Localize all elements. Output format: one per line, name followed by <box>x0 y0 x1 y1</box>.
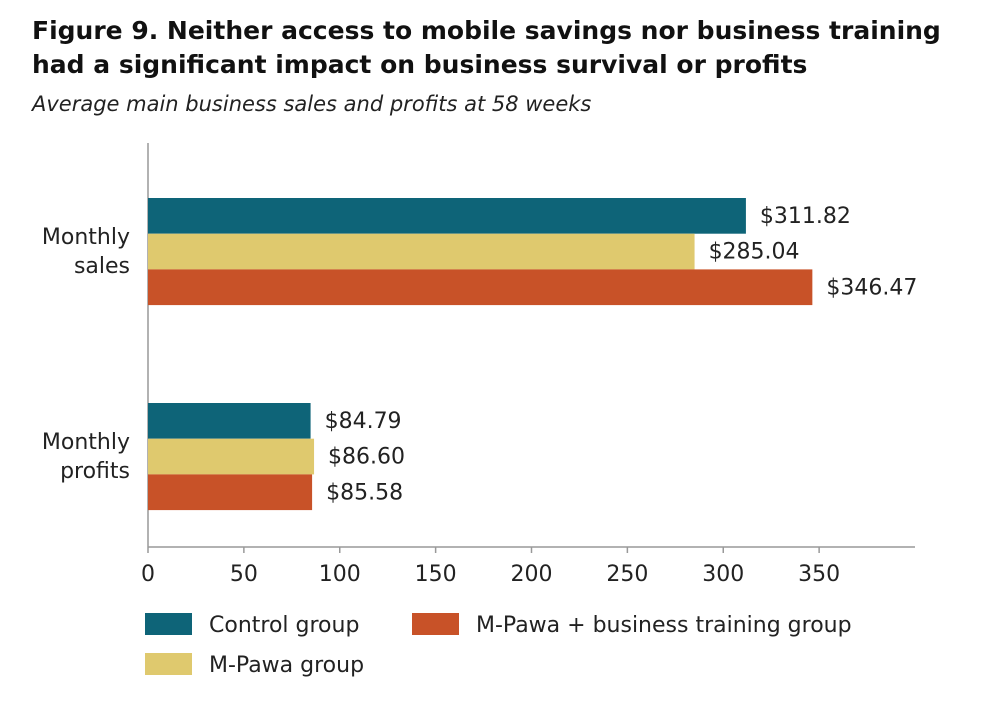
bar <box>148 474 313 511</box>
x-tick-label: 300 <box>702 562 744 587</box>
data-label: $84.79 <box>325 409 402 434</box>
legend-label: M-Pawa group <box>209 653 364 678</box>
data-label: $86.60 <box>328 445 405 470</box>
bar <box>148 233 695 270</box>
chart-subtitle: Average main business sales and profits … <box>32 92 592 116</box>
data-label: $85.58 <box>326 480 403 505</box>
x-tick-label: 200 <box>511 562 553 587</box>
bar <box>148 403 311 439</box>
bar <box>148 438 315 475</box>
legend-swatch <box>145 613 192 635</box>
x-tick-label: 0 <box>141 562 155 587</box>
legend-swatch <box>412 613 459 635</box>
x-tick-label: 250 <box>606 562 648 587</box>
data-label: $285.04 <box>709 240 800 265</box>
chart-title: Figure 9. Neither access to mobile savin… <box>32 16 941 79</box>
data-label: $346.47 <box>826 275 917 300</box>
y-tick-label: Monthly sales <box>41 224 130 279</box>
x-tick-label: 100 <box>319 562 361 587</box>
x-tick-label: 350 <box>798 562 840 587</box>
data-label: $311.82 <box>760 204 851 229</box>
legend-swatch <box>145 653 192 675</box>
bar <box>148 269 813 306</box>
bar <box>148 198 746 234</box>
x-tick-label: 150 <box>415 562 457 587</box>
legend-label: M-Pawa + business training group <box>476 613 852 638</box>
legend-label: Control group <box>209 613 359 638</box>
y-tick-label: Monthly profits <box>41 429 130 484</box>
x-tick-label: 50 <box>230 562 258 587</box>
